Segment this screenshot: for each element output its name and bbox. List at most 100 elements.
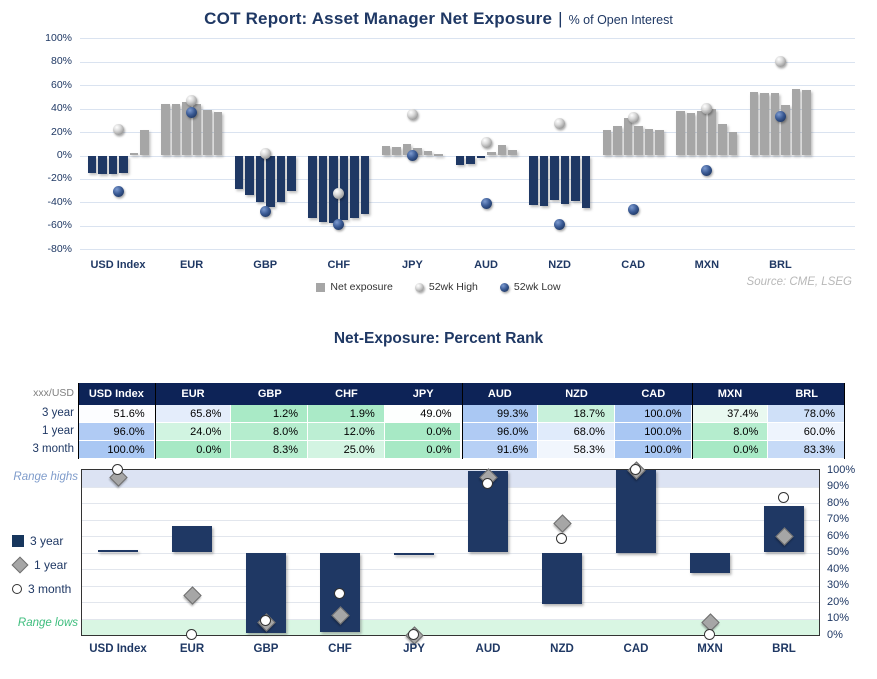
y-axis-label: -80% [47,242,72,255]
net-exposure-bar [287,155,296,191]
52wk-high-marker [259,147,271,159]
net-exposure-bar [360,155,370,215]
legend-item-52wk-high: 52wk High [414,281,478,293]
net-exposure-bar [318,155,328,223]
net-exposure-bar [728,132,738,156]
net-exposure-bar [655,129,664,156]
legend-label: 52wk Low [513,281,561,293]
net-exposure-legend: Net exposure 52wk High 52wk Low [0,281,877,293]
52wk-low-marker [627,203,639,215]
percent-rank-legend: 3 year 1 year 3 month [11,534,71,596]
52wk-low-marker [259,206,271,218]
grid-line [82,552,819,554]
net-exposure-bar [476,155,485,158]
3-year-range-bar [394,552,434,555]
3-month-circle-marker [408,629,419,640]
y-axis-label: 100% [45,31,72,44]
3-month-circle-marker [186,629,197,640]
right-axis-label: 70% [827,513,850,525]
legend-item-net-exposure: Net exposure [316,281,393,293]
grid-line [82,585,819,587]
x-axis-label: CAD [621,259,646,271]
x-axis-label: CHF [328,643,352,655]
grid-line [82,486,819,488]
net-exposure-bar [392,147,401,156]
52wk-low-marker [774,111,786,123]
net-exposure-bar [119,155,128,174]
grid-line [82,569,819,570]
x-axis-label: BRL [769,259,792,271]
grid-line [80,178,855,180]
net-exposure-bar [108,155,117,175]
net-exposure-bar [613,126,622,156]
3-month-circle-marker [778,491,789,503]
x-axis-label: BRL [772,643,796,655]
legend-label: 3 year [30,534,64,548]
legend-label: Net exposure [330,281,393,293]
range-lows-label: Range lows [17,617,78,629]
y-axis-label: -20% [47,172,72,185]
legend-label: 1 year [34,558,68,572]
title-subtitle: % of Open Interest [568,13,673,27]
net-exposure-bar [308,155,317,218]
52wk-low-marker [480,198,492,210]
x-axis-label: MXN [697,643,723,655]
x-axis-label: JPY [401,259,423,271]
52wk-low-marker [112,186,124,198]
y-axis-label: -40% [47,195,72,208]
page-title: COT Report: Asset Manager Net Exposure [204,9,553,28]
x-axis-label: EUR [179,643,205,655]
net-exposure-bar [161,103,170,156]
net-exposure-bar [434,154,443,156]
y-axis-label: 60% [50,78,72,91]
x-axis-label: GBP [253,643,279,655]
net-exposure-bar [381,146,391,156]
net-exposure-bar [497,144,506,156]
grid-line [82,536,819,537]
net-exposure-swatch-icon [316,282,326,292]
net-exposure-bar [402,143,412,156]
net-exposure-bar [770,93,780,156]
3-month-circle-marker [112,464,123,475]
3-month-circle-marker [704,629,715,640]
right-axis-label: 0% [827,628,843,641]
net-exposure-bar [718,123,727,156]
y-axis-label: 20% [50,125,72,138]
x-axis-label: CAD [623,643,649,655]
x-axis-label: USD Index [90,259,146,271]
net-exposure-bar [529,155,538,205]
right-axis-label: 100% [827,463,856,476]
grid-line [80,225,855,227]
net-exposure-bar [213,112,223,156]
net-exposure-bar [560,155,570,204]
right-axis-label: 20% [827,595,850,608]
x-axis-label: NZD [548,259,571,271]
y-axis-label: 80% [50,55,72,68]
net-exposure-bar [192,103,202,156]
net-exposure-bar [487,151,496,156]
x-axis-label: USD Index [89,643,147,655]
net-exposure-bar [644,128,654,156]
net-exposure-bar [140,129,149,156]
right-axis-label: 30% [827,579,850,591]
net-exposure-bar [550,155,559,201]
52wk-high-swatch-icon [414,282,424,292]
legend-item-3-month: 3 month [12,582,71,596]
net-exposure-bar [129,153,138,156]
52wk-high-marker [774,56,786,68]
x-axis-label: AUD [475,643,501,655]
net-exposure-bar [508,149,517,156]
net-exposure-bar [581,155,591,209]
52wk-high-marker [333,187,345,199]
3-month-swatch-icon [12,584,22,594]
source-note: Source: CME, LSEG [746,276,852,288]
3-year-range-bar [616,470,656,553]
52wk-high-marker [186,94,198,106]
1-year-swatch-icon [11,556,29,574]
title-separator: | [558,9,563,28]
net-exposure-bar [749,92,759,156]
net-exposure-bar [697,110,706,156]
legend-item-1-year: 1 year [11,556,71,574]
52wk-low-marker [186,106,198,118]
